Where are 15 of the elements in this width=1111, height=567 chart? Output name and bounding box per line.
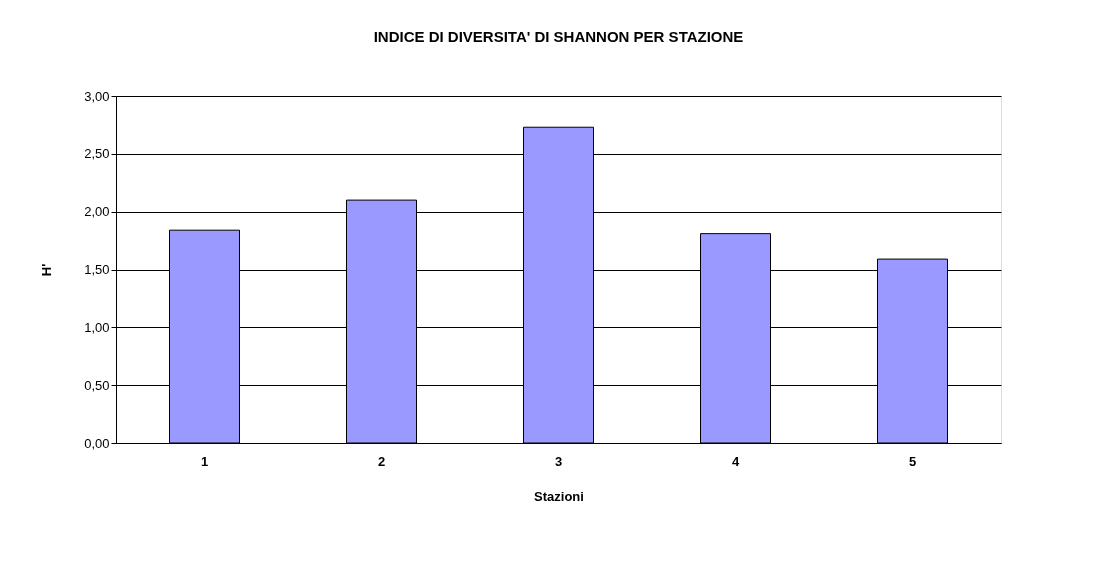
x-tick-label: 3 — [554, 453, 563, 469]
y-tick-label: 1,00 — [84, 319, 110, 335]
y-tick-label: 2,00 — [84, 204, 110, 220]
y-axis-title: H' — [39, 263, 55, 277]
x-tick-label: 4 — [731, 453, 740, 469]
chart-title: INDICE DI DIVERSITA' DI SHANNON PER STAZIONE — [373, 28, 744, 45]
y-tick-label: 0,00 — [84, 435, 110, 451]
y-tick-label: 0,50 — [84, 377, 110, 393]
x-tick-label: 5 — [908, 453, 917, 469]
x-axis-title: Stazioni — [534, 488, 584, 504]
x-tick-label: 2 — [377, 453, 386, 469]
y-tick-label: 2,50 — [84, 146, 110, 162]
y-tick-label: 1,50 — [84, 262, 110, 277]
y-tick-label: 3,00 — [84, 88, 110, 104]
x-tick-label: 1 — [200, 453, 209, 469]
